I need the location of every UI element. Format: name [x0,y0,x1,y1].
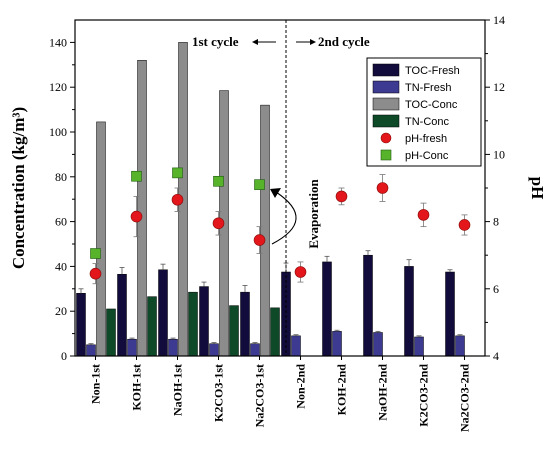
bar-tn-fresh-4 [250,343,260,357]
bar-tn-fresh-1 [127,338,137,357]
arrow-right-icon [296,39,316,45]
legend-swatch-toc-conc [372,97,400,111]
x-tick-label-5: Non-2nd [294,364,308,409]
bar-tn-conc-2 [188,291,198,357]
bar-toc-fresh-2 [158,269,168,357]
y2-tick-label-3: 10 [493,147,505,161]
bar-toc-conc-0 [96,121,106,357]
bar-toc-fresh-5 [281,271,291,357]
legend-swatch-toc-fresh [372,63,400,77]
bar-toc-fresh-3 [199,286,209,357]
x-axis: Non-1st KOH-1st NaOH-1st K2CO3-1st Na2CO3-1s… [89,356,472,432]
bar-tn-fresh-7 [373,332,383,357]
bar-tn-conc-1 [147,296,157,357]
y2-tick-label-2: 8 [493,215,499,229]
point-ph-fresh-2 [171,193,184,206]
legend-label-tn-fresh: TN-Fresh [405,82,451,94]
point-ph-conc-3 [213,175,224,187]
arrow-left-icon [252,39,276,45]
y2-tick-label-4: 12 [493,80,505,94]
x-tick-label-4: Na2CO3-1st [253,364,267,427]
x-tick-label-7: NaOH-2nd [376,364,390,421]
point-ph-fresh-6 [335,190,348,203]
x-tick-label-6: KOH-2nd [335,364,349,416]
legend-swatch-ph-fresh [380,132,392,144]
legend-label-toc-conc: TOC-Conc [405,99,458,111]
point-ph-conc-2 [172,167,183,179]
bar-toc-conc-1 [137,60,147,357]
point-ph-fresh-3 [212,217,225,230]
x-tick-label-8: K2CO3-2nd [417,364,431,427]
x-tick-label-2: NaOH-1st [171,364,185,416]
annotation-2nd-cycle: 2nd cycle [318,34,370,49]
legend-label-ph-conc: pH-Conc [405,150,449,162]
y-tick-label-3: 60 [55,215,67,229]
bar-toc-fresh-6 [322,261,332,357]
y-tick-label-7: 140 [49,35,67,49]
bar-toc-fresh-1 [117,273,127,357]
legend-label-tn-conc: TN-Conc [405,116,450,128]
legend-label-ph-fresh: pH-fresh [405,133,447,145]
bar-toc-fresh-8 [404,266,414,357]
x-tick-label-3: K2CO3-1st [212,364,226,422]
bar-tn-fresh-3 [209,343,219,357]
bar-tn-fresh-5 [291,335,301,357]
x-tick-label-9: Na2CO3-2nd [458,364,472,432]
y2-tick-label-5: 14 [493,13,505,27]
bar-tn-fresh-0 [86,344,96,357]
point-ph-fresh-7 [376,182,389,194]
point-ph-conc-1 [131,170,142,182]
bar-tn-fresh-8 [414,336,424,357]
evaporation-arrow-icon [271,191,297,245]
bar-toc-fresh-7 [363,254,373,357]
bar-toc-fresh-4 [240,291,250,357]
y-tick-label-5: 100 [49,125,67,139]
point-ph-conc-4 [254,179,265,190]
ph-markers-layer [89,167,471,280]
y-tick-label-1: 20 [55,304,67,318]
legend-swatch-tn-fresh [372,80,400,94]
y-axis-left: 0 20 40 60 80 100 120 140 [49,35,75,363]
x-tick-label-1: KOH-1st [130,364,144,411]
bar-tn-conc-3 [229,305,239,357]
y-tick-label-0: 0 [61,349,67,363]
point-ph-fresh-4 [253,234,266,246]
legend: TOC-Fresh TN-Fresh TOC-Conc TN-Conc pH-fresh… [366,57,482,167]
y2-tick-label-1: 6 [493,282,499,296]
bar-toc-fresh-9 [445,271,455,357]
point-ph-fresh-8 [417,209,430,221]
annotation-1st-cycle: 1st cycle [192,34,239,49]
point-ph-conc-0 [90,248,101,259]
x-tick-label-0: Non-1st [89,364,103,404]
y-axis-right: 4 6 8 10 12 14 [485,13,505,363]
point-ph-fresh-1 [130,210,143,223]
bar-tn-fresh-2 [168,338,178,357]
bar-tn-fresh-9 [455,335,465,357]
bar-tn-fresh-6 [332,331,342,357]
annotation-evaporation: Evaporation [306,179,321,249]
legend-swatch-tn-conc [372,114,400,128]
bar-toc-fresh-0 [76,293,86,357]
bar-toc-conc-4 [260,104,270,357]
evaporation-arrowhead-icon [270,188,281,198]
point-ph-fresh-5 [294,266,307,278]
bar-tn-conc-0 [106,308,116,357]
bar-tn-conc-4 [270,307,280,357]
y2-tick-label-0: 4 [493,349,499,363]
y-axis-title: Concentration (kg/m³) [9,107,28,269]
legend-label-toc-fresh: TOC-Fresh [405,65,460,77]
y-tick-label-2: 40 [55,259,67,273]
y2-axis-title: pH [528,177,547,200]
y-tick-label-6: 120 [49,80,67,94]
y-tick-label-4: 80 [55,170,67,184]
point-ph-fresh-0 [89,267,102,280]
point-ph-fresh-9 [458,219,471,231]
legend-swatch-ph-conc [380,149,392,161]
